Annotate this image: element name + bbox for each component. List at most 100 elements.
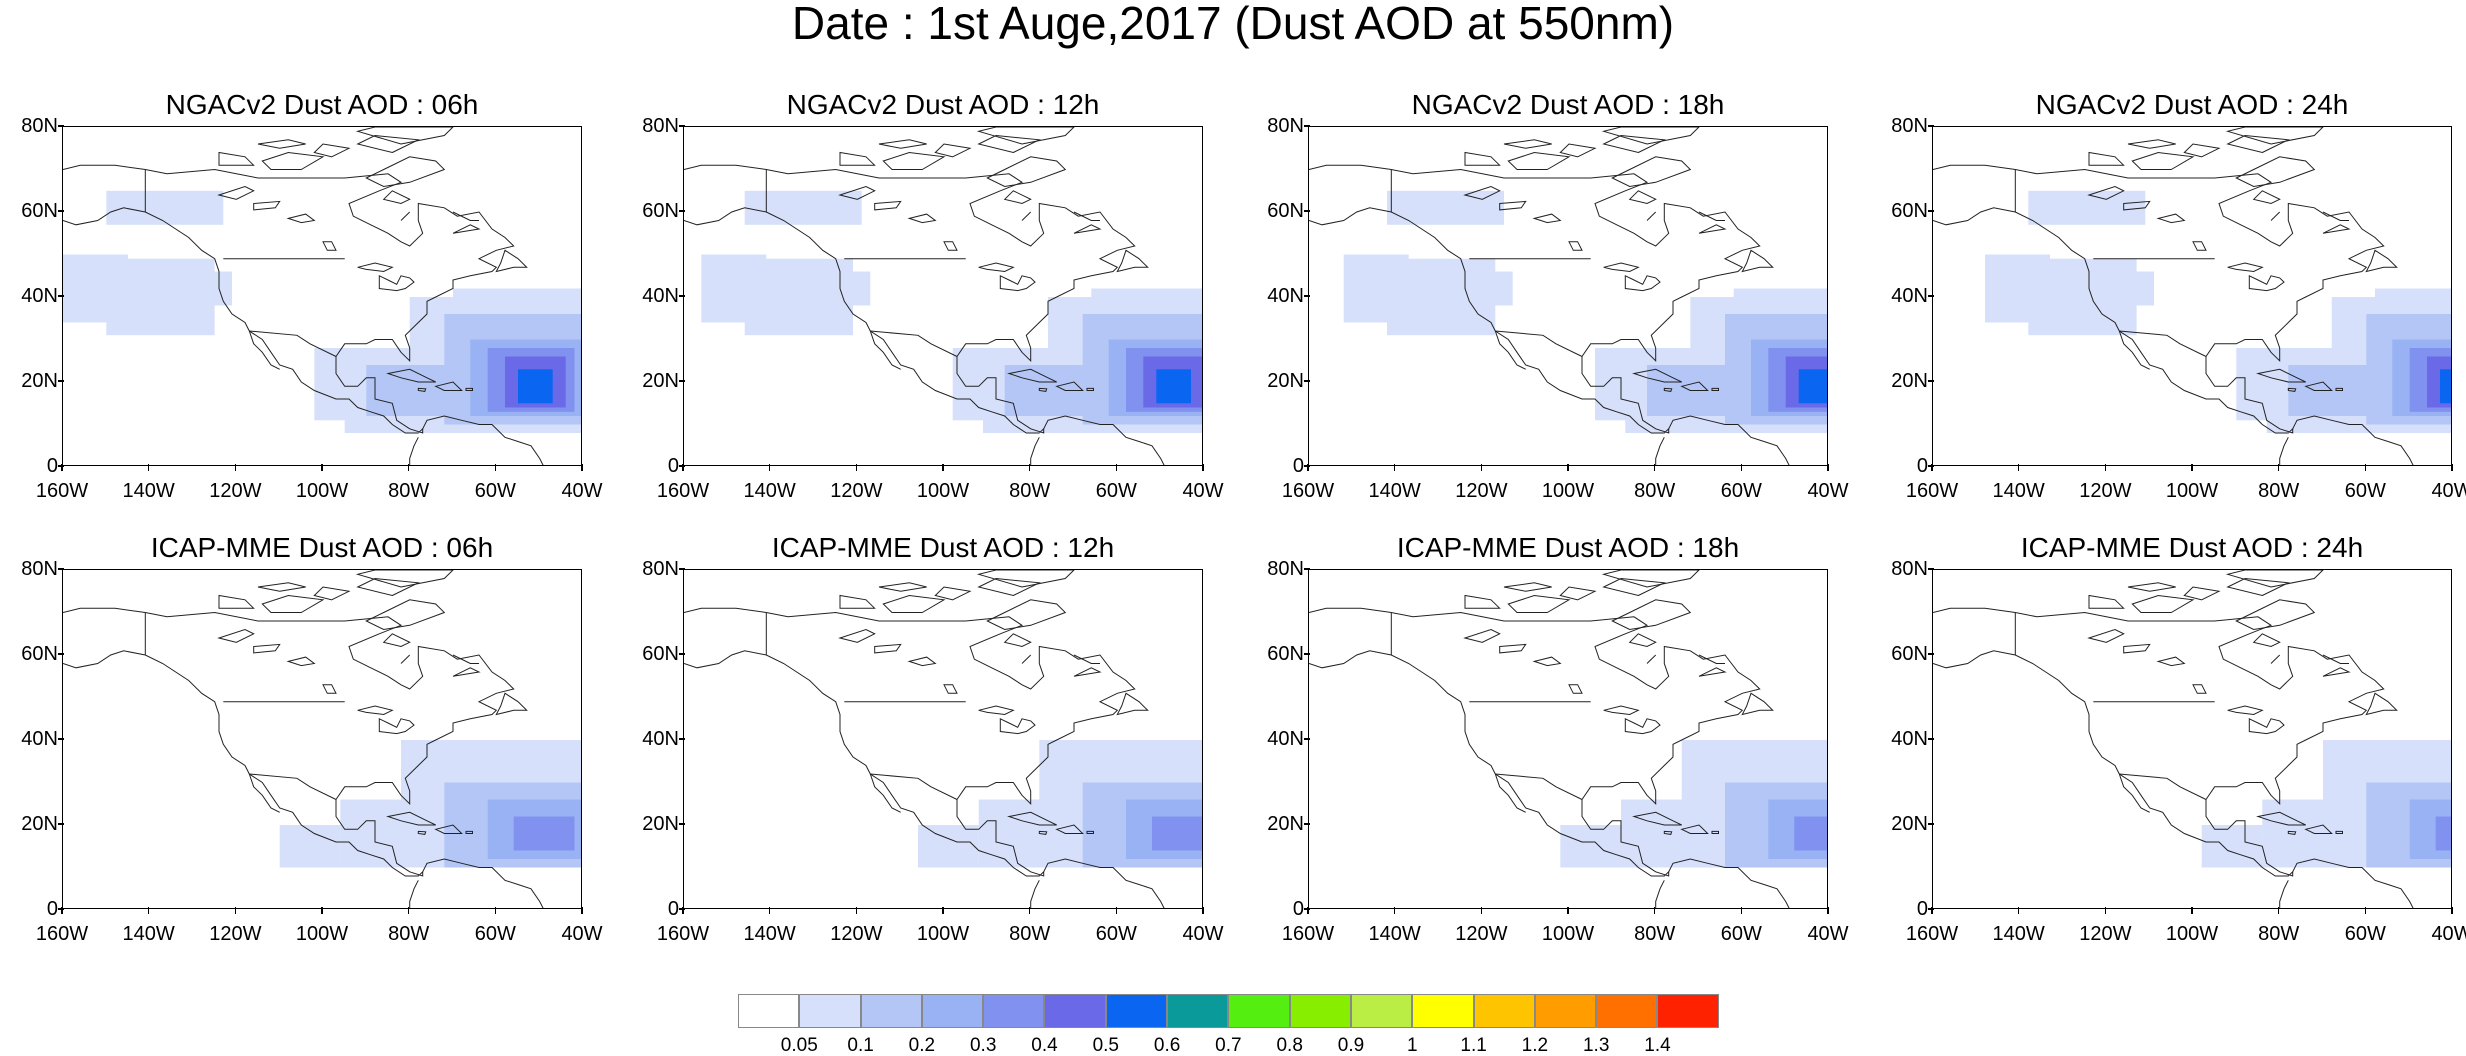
lon-tick-mark (1567, 907, 1569, 914)
lon-tick-label: 140W (1992, 923, 2045, 945)
island-outline (2365, 249, 2398, 273)
lon-tick-label: 120W (2079, 923, 2132, 945)
lat-tick-mark (679, 210, 685, 212)
coastline-north-america (684, 164, 1136, 434)
island-outline (1698, 667, 1727, 677)
lon-tick-label: 160W (1281, 923, 1335, 945)
coastline-south-america (1655, 415, 1790, 465)
colorbar-label: 0.2 (908, 1035, 936, 1056)
colorbar-swatch (1350, 994, 1413, 1028)
dust-cell-light (744, 190, 862, 225)
lon-tick-mark (1480, 464, 1483, 471)
lat-tick-mark (679, 295, 685, 297)
coastline-north-america (684, 607, 1136, 877)
island-outline (1601, 127, 1700, 145)
lon-tick-mark (1740, 464, 1743, 471)
lake-outline (217, 628, 255, 643)
lat-tick-mark (1304, 738, 1310, 740)
lon-tick-mark (2191, 907, 2193, 914)
lat-tick-label: 60N (642, 200, 679, 222)
lon-tick-mark (1567, 464, 1569, 471)
lake-outline (322, 684, 337, 694)
lat-tick-mark (1304, 653, 1310, 655)
lat-tick-label: 40N (642, 285, 679, 307)
island-outline (839, 594, 876, 609)
island-outline (1663, 387, 1673, 392)
island-outline (1741, 692, 1774, 716)
lat-tick-label: 0 (1292, 898, 1304, 920)
island-outline (2365, 692, 2398, 716)
island-outline (218, 151, 255, 166)
border-line (249, 773, 337, 800)
lake-outline (943, 684, 958, 694)
island-outline (313, 143, 351, 158)
border-line (2322, 211, 2349, 221)
coastline-south-america (1030, 858, 1165, 908)
island-outline (1507, 151, 1571, 170)
lat-tick-mark (679, 908, 685, 910)
lon-tick-label: 120W (209, 923, 262, 945)
island-outline (261, 151, 325, 170)
lon-tick-label: 120W (209, 480, 262, 502)
island-outline (355, 570, 454, 588)
map-canvas (1933, 127, 2451, 465)
lon-tick-mark (407, 907, 410, 914)
dust-cell-light (831, 271, 871, 306)
lat-tick-mark (679, 465, 685, 467)
island-outline (1464, 594, 1501, 609)
lon-tick-label: 80W (1009, 923, 1051, 945)
map-plot (1932, 569, 2452, 909)
island-outline (1680, 381, 1709, 391)
lake-outline (978, 705, 1015, 716)
island-outline (2235, 599, 2316, 631)
lon-tick-label: 80W (2258, 923, 2300, 945)
border-line (248, 330, 280, 370)
lake-outline (1532, 656, 1562, 667)
border-line (2118, 330, 2150, 370)
main-title: Date : 1st Auge,2017 (Dust AOD at 550nm) (791, 0, 1675, 49)
lake-outline (1499, 643, 1527, 654)
island-outline (2256, 368, 2306, 383)
dust-cell-light (1560, 825, 1621, 868)
lat-tick-label: 0 (1916, 898, 1928, 920)
lon-tick-mark (855, 464, 858, 471)
border-line (2322, 654, 2349, 664)
lon-tick-mark (942, 464, 944, 471)
lon-tick-label: 140W (122, 480, 175, 502)
border-line (400, 654, 411, 664)
lake-outline (286, 656, 316, 667)
island-outline (2183, 143, 2221, 158)
lake-outline (1568, 241, 1583, 251)
lon-tick-mark (855, 907, 858, 914)
island-outline (882, 151, 946, 170)
island-outline (365, 599, 446, 631)
border-line (1021, 211, 1032, 221)
dust-cell-light (1387, 190, 1504, 225)
map-panel: ICAP-MME Dust AOD : 18h 80N 60N 40N 20N 0 160W… (1248, 531, 1848, 944)
island-outline (2252, 190, 2281, 205)
lon-tick-mark (1827, 464, 1829, 471)
colorbar-swatch (921, 994, 984, 1028)
colorbar-label: 1.1 (1460, 1035, 1487, 1056)
island-outline (2088, 594, 2125, 609)
island-outline (977, 134, 1042, 154)
lake-outline (1603, 262, 1640, 273)
lon-tick-mark (768, 907, 771, 914)
lake-outline (1603, 705, 1640, 716)
lat-tick-mark (679, 653, 685, 655)
island-outline (1602, 577, 1667, 597)
map-plot (1308, 569, 1828, 909)
island-outline (1559, 143, 1597, 158)
lake-outline (253, 200, 281, 211)
dust-cell-light (1473, 271, 1513, 306)
border-line (869, 330, 901, 370)
map-canvas (1309, 570, 1827, 908)
lat-tick-label: 80N (1267, 558, 1304, 580)
border-line (2119, 330, 2207, 357)
dust-cell-high (2435, 816, 2451, 851)
dust-cell-light (2201, 825, 2263, 868)
island-outline (2252, 633, 2281, 648)
lat-tick-mark (679, 823, 685, 825)
map-plot (1308, 126, 1828, 466)
lat-tick-mark (1304, 823, 1310, 825)
